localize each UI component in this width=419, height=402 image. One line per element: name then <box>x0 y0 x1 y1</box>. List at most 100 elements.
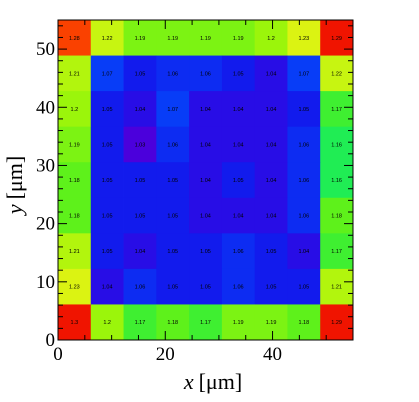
heatmap-cell-label: 1.06 <box>167 142 178 148</box>
heatmap-cell <box>123 197 157 234</box>
heatmap-cell <box>189 304 223 341</box>
heatmap-cell-label: 1.04 <box>266 107 277 113</box>
heatmap-cell <box>320 233 354 270</box>
heatmap-cell <box>58 91 92 128</box>
heatmap-cell <box>90 197 124 234</box>
heatmap-cell-label: 1.05 <box>298 107 309 113</box>
heatmap-cell <box>156 304 190 341</box>
heatmap-cell <box>287 126 321 163</box>
x-axis-label: x [μm] <box>183 369 242 394</box>
heatmap-cell-label: 1.05 <box>167 249 178 255</box>
heatmap-cell-label: 1.05 <box>102 214 113 220</box>
heatmap-cell-label: 1.05 <box>102 142 113 148</box>
heatmap-cell-label: 1.19 <box>233 320 244 326</box>
heatmap-cell <box>156 268 190 305</box>
heatmap-cell-label: 1.18 <box>69 214 80 220</box>
heatmap-cell <box>320 126 354 163</box>
heatmap-cell <box>221 20 256 56</box>
heatmap-cell-label: 1.07 <box>102 71 113 77</box>
heatmap-cell-label: 1.29 <box>331 36 342 42</box>
heatmap-cell-label: 1.19 <box>167 36 178 42</box>
heatmap-cell <box>287 304 321 341</box>
heatmap-cell <box>287 162 321 199</box>
heatmap-cell <box>123 91 157 128</box>
heatmap-cell <box>90 20 124 56</box>
heatmap-cell <box>320 91 354 128</box>
heatmap-cell <box>221 268 256 305</box>
heatmap-cell <box>254 20 288 56</box>
heatmap-cell-label: 1.05 <box>298 285 309 291</box>
heatmap-cell <box>287 268 321 305</box>
heatmap-cell-label: 1.06 <box>233 285 244 291</box>
heatmap-cell <box>58 197 92 234</box>
heatmap-cell <box>90 304 124 341</box>
heatmap-cell <box>90 126 124 163</box>
heatmap-cell-label: 1.05 <box>135 214 146 220</box>
heatmap-cell-label: 1.04 <box>102 285 113 291</box>
heatmap-cell-label: 1.04 <box>233 214 244 220</box>
heatmap-cell <box>189 268 223 305</box>
heatmap-cell <box>254 268 288 305</box>
heatmap-cell-label: 1.18 <box>298 320 309 326</box>
heatmap-cell <box>58 20 92 56</box>
x-axis-var: x <box>183 369 194 394</box>
heatmap-cell-label: 1.05 <box>102 249 113 255</box>
heatmap-cell-label: 1.22 <box>331 71 342 77</box>
heatmap-cell-label: 1.05 <box>266 249 277 255</box>
heatmap-cell-label: 1.04 <box>200 107 211 113</box>
heatmap-cell <box>320 304 354 341</box>
heatmap-cell <box>156 91 190 128</box>
heatmap-cell <box>221 197 256 234</box>
y-axis-label: y [μm] <box>2 156 27 216</box>
heatmap-cell <box>123 268 157 305</box>
heatmap-cell <box>287 197 321 234</box>
heatmap-cell-label: 1.19 <box>69 142 80 148</box>
heatmap-cell-label: 1.05 <box>102 107 113 113</box>
heatmap-cell-label: 1.06 <box>298 178 309 184</box>
heatmap-cell-label: 1.21 <box>331 285 342 291</box>
heatmap-cell-label: 1.04 <box>266 178 277 184</box>
heatmap-cell-label: 1.06 <box>298 214 309 220</box>
heatmap-cell-label: 1.04 <box>298 249 309 255</box>
y-tick-labels: 0 10 20 30 40 50 <box>36 39 55 351</box>
heatmap-cell-label: 1.04 <box>200 142 211 148</box>
heatmap-cell <box>320 197 354 234</box>
heatmap-cell-label: 1.06 <box>167 71 178 77</box>
heatmap-cell <box>156 162 190 199</box>
heatmap-cell <box>254 233 288 270</box>
heatmap-cell <box>254 162 288 199</box>
heatmap-cell-label: 1.16 <box>331 142 342 148</box>
heatmap-cell <box>189 55 223 92</box>
heatmap-cell-label: 1.06 <box>200 71 211 77</box>
heatmap-cell <box>189 162 223 199</box>
heatmap-cell-label: 1.05 <box>167 178 178 184</box>
heatmap-cell-label: 1.05 <box>167 285 178 291</box>
heatmap-cell-label: 1.05 <box>233 178 244 184</box>
heatmap-cell <box>254 91 288 128</box>
heatmap-cell-label: 1.18 <box>167 320 178 326</box>
heatmap-cell <box>221 55 256 92</box>
heatmap-cell <box>254 304 288 341</box>
heatmap-cell-label: 1.17 <box>135 320 146 326</box>
heatmap-cell <box>320 162 354 199</box>
x-tick-label: 40 <box>263 344 282 365</box>
heatmap-cell-label: 1.19 <box>266 320 277 326</box>
heatmap-cell-label: 1.18 <box>331 214 342 220</box>
heatmap-cell <box>156 55 190 92</box>
heatmap-cell <box>320 55 354 92</box>
heatmap-cell <box>90 268 124 305</box>
heatmap-cell-label: 1.23 <box>69 285 80 291</box>
heatmap-cell <box>156 20 190 56</box>
heatmap-cell-label: 1.05 <box>102 178 113 184</box>
heatmap-cell <box>123 304 157 341</box>
heatmap-cell <box>123 162 157 199</box>
heatmap-cell <box>189 91 223 128</box>
heatmap-cell-label: 1.04 <box>266 142 277 148</box>
x-axis-unit: [μm] <box>199 369 243 394</box>
plot-frame <box>57 19 354 341</box>
heatmap-cell <box>58 162 92 199</box>
y-tick-label: 30 <box>36 155 55 176</box>
heatmap-cell-label: 1.05 <box>135 178 146 184</box>
heatmap-cell-label: 1.03 <box>135 142 146 148</box>
heatmap-cell-label: 1.05 <box>135 71 146 77</box>
